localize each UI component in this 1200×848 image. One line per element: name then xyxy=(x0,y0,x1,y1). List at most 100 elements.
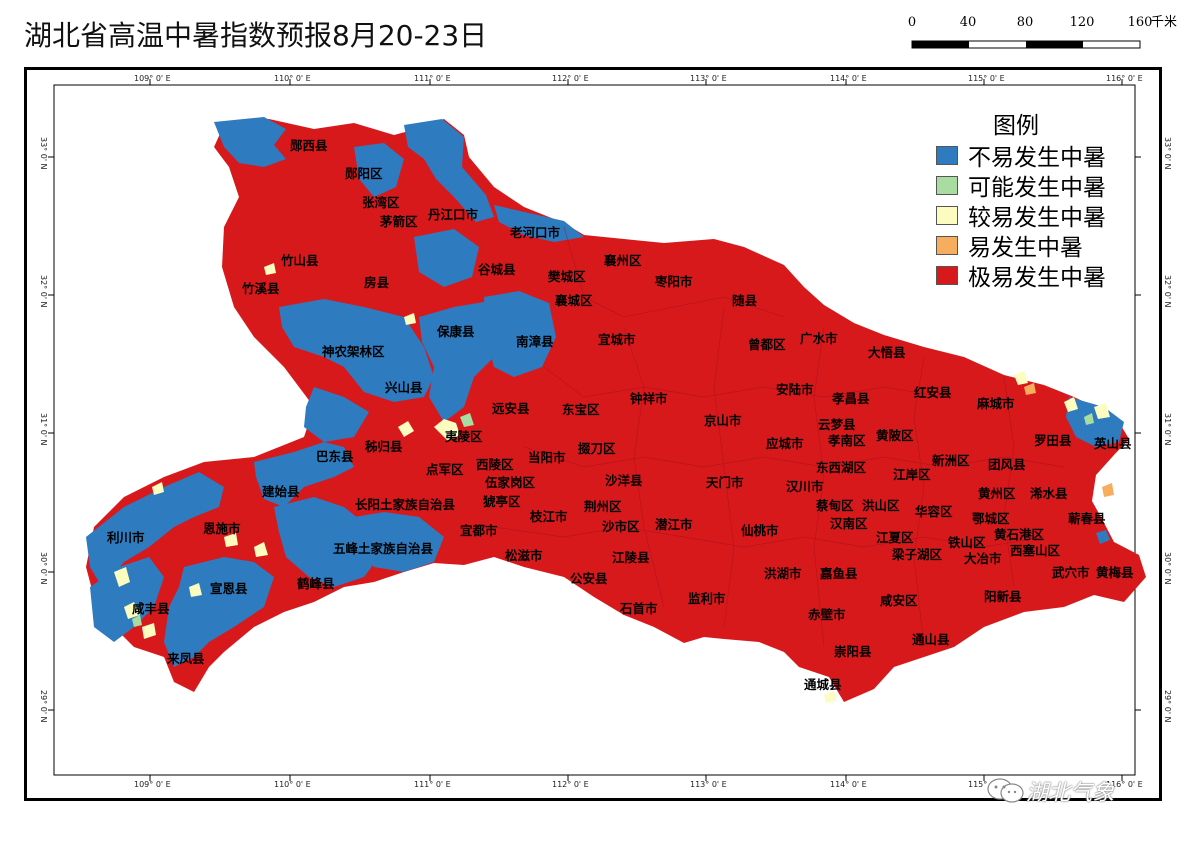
county-label: 京山市 xyxy=(704,413,742,428)
county-label: 曾都区 xyxy=(748,337,786,352)
legend-swatch xyxy=(936,175,958,195)
county-label: 襄州区 xyxy=(604,253,642,268)
county-label: 监利市 xyxy=(688,591,726,606)
legend-swatch xyxy=(936,145,958,165)
county-label: 阳新县 xyxy=(984,589,1022,604)
latitude-label-left: 30° 0' N xyxy=(39,552,48,585)
county-label: 汉南区 xyxy=(830,516,868,531)
legend-swatch xyxy=(936,265,958,285)
county-label: 西陵区 xyxy=(476,457,514,472)
latitude-label-right: 32° 0' N xyxy=(1163,275,1172,308)
county-label: 嘉鱼县 xyxy=(820,566,858,581)
scale-tick-0: 0 xyxy=(908,15,916,30)
county-label: 襄城区 xyxy=(555,293,593,308)
county-label: 恩施市 xyxy=(203,521,241,536)
scale-tick-80: 80 xyxy=(1017,15,1034,30)
county-label: 东宝区 xyxy=(562,402,600,417)
county-label: 蔡甸区 xyxy=(816,498,854,513)
county-label: 松滋市 xyxy=(505,548,543,563)
longitude-label-bottom: 114° 0' E xyxy=(830,780,867,789)
county-label: 红安县 xyxy=(914,385,952,400)
county-label: 建始县 xyxy=(262,484,300,499)
longitude-label-bottom: 113° 0' E xyxy=(690,780,727,789)
scale-tick-40: 40 xyxy=(960,15,977,30)
county-label: 孝南区 xyxy=(828,433,866,448)
county-label: 神农架林区 xyxy=(322,344,385,359)
legend-item: 极易发生中暑 xyxy=(936,260,1146,291)
map-frame xyxy=(24,67,1162,801)
county-label: 沙洋县 xyxy=(605,473,643,488)
county-label: 仙桃市 xyxy=(741,523,779,538)
county-label: 五峰土家族自治县 xyxy=(333,541,434,556)
legend-label: 易发生中暑 xyxy=(968,235,1083,261)
county-label: 黄梅县 xyxy=(1096,565,1134,580)
longitude-label-bottom: 112° 0' E xyxy=(552,780,589,789)
legend-item: 可能发生中暑 xyxy=(936,170,1146,201)
county-label: 西塞山区 xyxy=(1010,543,1061,558)
county-label: 丹江口市 xyxy=(428,207,479,222)
county-label: 张湾区 xyxy=(362,195,400,210)
county-label: 宜城市 xyxy=(598,332,636,347)
longitude-label-bottom: 110° 0' E xyxy=(274,780,311,789)
latitude-label-right: 31° 0' N xyxy=(1163,413,1172,446)
watermark: 湖北气象 xyxy=(986,775,1114,807)
county-label: 竹山县 xyxy=(281,253,319,268)
county-label: 咸安区 xyxy=(880,593,918,608)
county-label: 郧阳区 xyxy=(345,166,383,181)
county-label: 赤壁市 xyxy=(808,607,846,622)
county-label: 广水市 xyxy=(800,331,838,346)
legend-item: 不易发生中暑 xyxy=(936,140,1146,171)
county-label: 江夏区 xyxy=(876,530,914,545)
county-label: 通城县 xyxy=(804,677,842,692)
county-label: 华容区 xyxy=(915,504,953,519)
county-label: 南漳县 xyxy=(516,334,554,349)
county-label: 樊城区 xyxy=(548,269,586,284)
county-label: 猇亭区 xyxy=(483,494,521,509)
county-boundaries xyxy=(493,226,1065,648)
legend-label: 不易发生中暑 xyxy=(968,145,1106,171)
county-label: 鹤峰县 xyxy=(297,576,335,591)
longitude-label-top: 116° 0' E xyxy=(1106,74,1143,83)
county-label: 安陆市 xyxy=(776,382,814,397)
latitude-label-right: 33° 0' N xyxy=(1163,137,1172,170)
county-label: 长阳土家族自治县 xyxy=(355,497,456,512)
county-label: 团风县 xyxy=(988,457,1026,472)
county-label: 应城市 xyxy=(766,436,804,451)
wechat-logo-icon xyxy=(987,778,1024,803)
county-label: 公安县 xyxy=(570,571,608,586)
legend-label: 可能发生中暑 xyxy=(968,175,1106,201)
longitude-label-top: 112° 0' E xyxy=(552,74,589,83)
longitude-label-top: 109° 0' E xyxy=(134,74,171,83)
county-label: 当阳市 xyxy=(528,450,566,465)
county-label: 来凤县 xyxy=(167,651,205,666)
county-label: 罗田县 xyxy=(1034,433,1072,448)
county-label: 麻城市 xyxy=(977,396,1015,411)
latitude-label-right: 29° 0' N xyxy=(1163,690,1172,723)
latitude-label-left: 32° 0' N xyxy=(39,275,48,308)
county-label: 大悟县 xyxy=(868,345,906,360)
county-label: 孝昌县 xyxy=(832,391,870,406)
latitude-label-left: 33° 0' N xyxy=(39,137,48,170)
county-label: 云梦县 xyxy=(818,417,856,432)
county-label: 鄂城区 xyxy=(972,511,1010,526)
county-label: 巴东县 xyxy=(316,449,354,464)
map-canvas xyxy=(48,79,1146,781)
longitude-label-top: 115° 0' E xyxy=(968,74,1005,83)
legend-item: 较易发生中暑 xyxy=(936,200,1146,231)
county-label: 钟祥市 xyxy=(630,391,668,406)
latitude-label-left: 29° 0' N xyxy=(39,690,48,723)
longitude-label-bottom: 111° 0' E xyxy=(414,780,451,789)
longitude-label-bottom: 109° 0' E xyxy=(134,780,171,789)
county-label: 竹溪县 xyxy=(242,281,280,296)
county-label: 谷城县 xyxy=(478,262,516,277)
county-label: 伍家岗区 xyxy=(485,475,536,490)
region-orange xyxy=(1024,383,1114,497)
county-label: 天门市 xyxy=(706,475,744,490)
longitude-label-top: 110° 0' E xyxy=(274,74,311,83)
county-label: 枣阳市 xyxy=(655,274,693,289)
county-label: 黄州区 xyxy=(978,486,1016,501)
county-label: 黄陂区 xyxy=(876,428,914,443)
legend: 图例 不易发生中暑 可能发生中暑 较易发生中暑 易发生中暑 极易发生中暑 xyxy=(936,106,1146,291)
county-label: 铁山区 xyxy=(948,535,986,550)
county-label: 点军区 xyxy=(426,462,464,477)
